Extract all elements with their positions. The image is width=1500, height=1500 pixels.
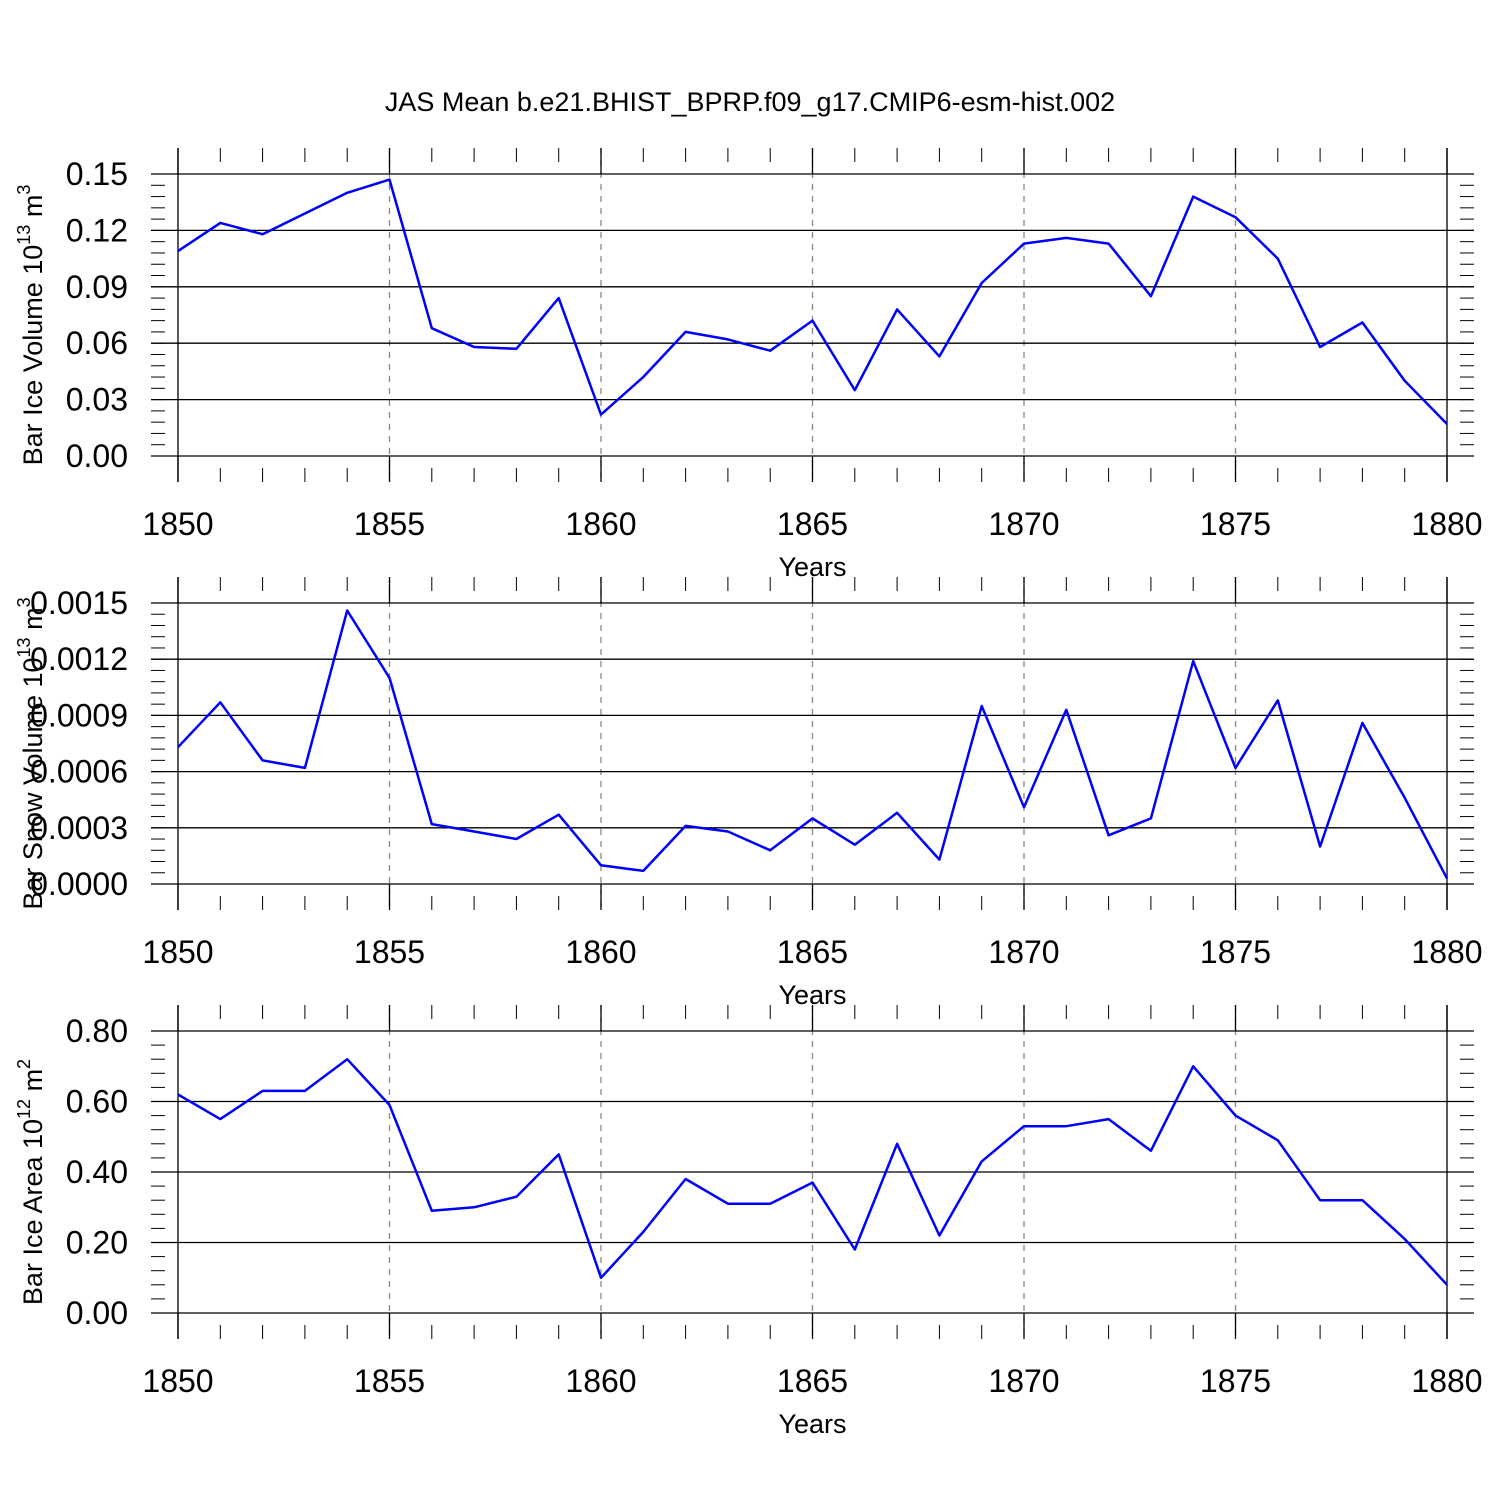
x-tick-label: 1875 [1200, 1363, 1271, 1399]
y-axis-title-exponent: 13 [14, 225, 34, 245]
y-axis-title-main: Bar Snow Volume 10 [18, 657, 48, 909]
y-axis-title: Bar Ice Volume 1013 m3 [14, 185, 48, 466]
x-tick-label: 1870 [988, 1363, 1059, 1399]
series-line [177, 609, 1449, 879]
panel-2: 0.0000 0.0003 0.0006 0.0009 0.0012 0.0015 1850… [14, 577, 1483, 1010]
series-line [177, 1057, 1448, 1286]
x-tick-label: 1850 [142, 1363, 213, 1399]
y-tick-label: 0.80 [66, 1013, 128, 1049]
x-tick-label: 1880 [1411, 934, 1482, 970]
x-tick-label: 1855 [354, 1363, 425, 1399]
y-tick-label: 0.09 [66, 269, 128, 305]
x-tick-label: 1870 [988, 934, 1059, 970]
y-tick-label: 0.0012 [30, 641, 128, 677]
x-tick-label: 1850 [142, 934, 213, 970]
series-line [177, 178, 1448, 425]
y-axis-title: Bar Snow Volume 1013 m3 [14, 597, 48, 909]
x-tick-label: 1875 [1200, 934, 1271, 970]
y-tick-label: 0.0009 [30, 697, 128, 733]
y-tick-label: 0.15 [66, 156, 128, 192]
x-tick-label: 1870 [988, 506, 1059, 542]
x-tick-label: 1880 [1411, 506, 1482, 542]
x-tick-label: 1860 [565, 1363, 636, 1399]
y-tick-label: 0.60 [66, 1084, 128, 1120]
y-tick-label: 0.0003 [30, 810, 128, 846]
y-axis-title-exponent: 13 [14, 637, 34, 657]
y-tick-label: 0.00 [66, 438, 128, 474]
y-axis-title-unit-exponent: 3 [14, 185, 34, 195]
x-tick-label: 1865 [777, 1363, 848, 1399]
y-axis-title-main: Bar Ice Area 10 [18, 1119, 48, 1305]
x-tick-label: 1875 [1200, 506, 1271, 542]
y-tick-label: 0.0015 [30, 585, 128, 621]
x-tick-label: 1860 [565, 934, 636, 970]
x-tick-label: 1850 [142, 506, 213, 542]
y-axis-title-exponent: 12 [14, 1099, 34, 1119]
y-axis-title-main: Bar Ice Volume 10 [18, 245, 48, 466]
y-tick-label: 0.03 [66, 382, 128, 418]
x-tick-label: 1865 [777, 934, 848, 970]
y-tick-label: 0.0006 [30, 754, 128, 790]
x-tick-label: 1855 [354, 934, 425, 970]
y-tick-label: 0.0000 [30, 866, 128, 902]
x-tick-label: 1860 [565, 506, 636, 542]
y-tick-label: 0.20 [66, 1225, 128, 1261]
x-tick-label: 1865 [777, 506, 848, 542]
y-axis-title-unit: m [18, 195, 48, 225]
y-axis-title-unit-exponent: 3 [14, 597, 34, 607]
y-axis-title-unit-exponent: 2 [14, 1059, 34, 1069]
y-axis-title-unit: m [18, 1069, 48, 1099]
x-tick-label: 1880 [1411, 1363, 1482, 1399]
panel-1: 0.00 0.03 0.06 0.09 0.12 0.15 1850 1855 1860 1865… [14, 148, 1483, 582]
y-axis-title-unit: m [18, 607, 48, 637]
y-tick-label: 0.06 [66, 325, 128, 361]
panels-group: 0.00 0.03 0.06 0.09 0.12 0.15 1850 1855 1860 1865… [14, 148, 1483, 1439]
y-tick-label: 0.12 [66, 212, 128, 248]
chart-title: JAS Mean b.e21.BHIST_BPRP.f09_g17.CMIP6-… [385, 87, 1115, 117]
y-tick-label: 0.00 [66, 1295, 128, 1331]
x-tick-label: 1855 [354, 506, 425, 542]
x-axis-title: Years [778, 1409, 846, 1439]
y-tick-label: 0.40 [66, 1154, 128, 1190]
panel-3: 0.00 0.20 0.40 0.60 0.80 1850 1855 1860 1865 1870… [14, 1005, 1483, 1439]
y-axis-title: Bar Ice Area 1012 m2 [14, 1059, 48, 1305]
